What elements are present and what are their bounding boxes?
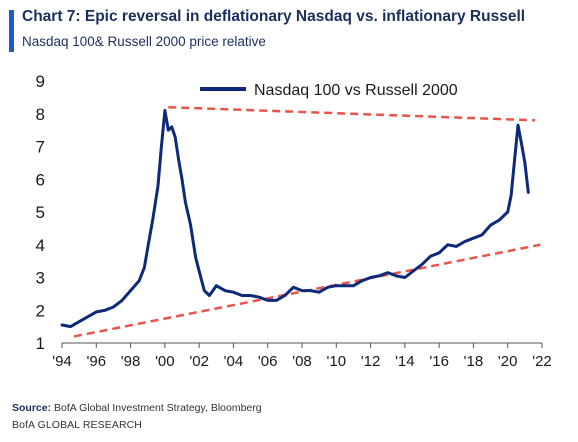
x-tick-label: '04: [224, 353, 244, 370]
x-tick-label: '16: [429, 353, 449, 370]
legend-label: Nasdaq 100 vs Russell 2000: [254, 82, 458, 99]
chart-title: Chart 7: Epic reversal in deflationary N…: [22, 8, 526, 25]
y-tick-label: 6: [36, 170, 45, 189]
source-label: Source:: [12, 402, 52, 414]
y-tick-label: 1: [36, 334, 45, 353]
x-tick-label: '96: [87, 353, 107, 370]
source-note: Source: BofA Global Investment Strategy,…: [12, 402, 262, 414]
x-tick-label: '02: [189, 353, 209, 370]
chart-subtitle: Nasdaq 100& Russell 2000 price relative: [22, 34, 266, 49]
y-tick-label: 2: [36, 301, 45, 320]
x-tick-label: '94: [52, 353, 72, 370]
x-tick-label: '20: [498, 353, 518, 370]
y-tick-label: 4: [36, 236, 45, 255]
y-tick-label: 9: [36, 72, 45, 91]
x-tick-label: '18: [464, 353, 484, 370]
series-line: [60, 109, 530, 329]
y-tick-label: 3: [36, 269, 45, 288]
title-accent-bar: [9, 10, 14, 52]
y-tick-label: 7: [36, 138, 45, 157]
trendlines: [73, 105, 541, 338]
brand-label: BofA GLOBAL RESEARCH: [12, 419, 142, 431]
y-axis: 1 2 3 4 5 6 7 8 9: [36, 72, 45, 353]
x-axis: '94 '96 '98 '00 '02 '04 '06 '08 '10 '12 '14 '16 '18 '…: [52, 342, 552, 370]
y-tick-label: 8: [36, 105, 45, 124]
legend: Nasdaq 100 vs Russell 2000: [200, 82, 458, 99]
y-tick-label: 5: [36, 203, 45, 222]
x-tick-label: '08: [292, 353, 312, 370]
line-chart: 1 2 3 4 5 6 7 8 9 '94 '96 '98 '00 '02 '04 '06 '08 '10 '12…: [36, 72, 552, 370]
series-group: [60, 109, 530, 329]
source-text: BofA Global Investment Strategy, Bloombe…: [54, 402, 262, 414]
x-tick-label: '00: [155, 353, 175, 370]
x-tick-label: '98: [121, 353, 141, 370]
x-tick-label: '10: [327, 353, 347, 370]
trendline: [168, 105, 536, 122]
x-tick-label: '14: [395, 353, 415, 370]
x-tick-label: '06: [258, 353, 278, 370]
x-tick-label: '12: [361, 353, 381, 370]
x-tick-label: '22: [532, 353, 552, 370]
